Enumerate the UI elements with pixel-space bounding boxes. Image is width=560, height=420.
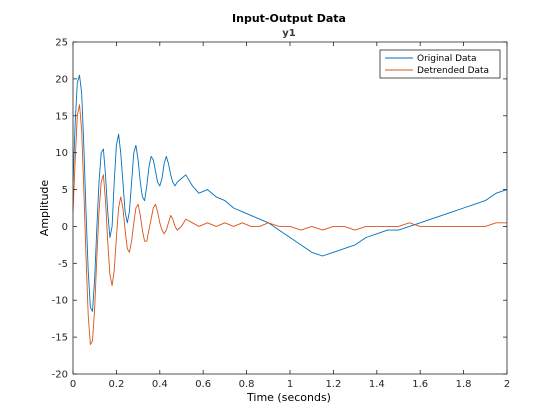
ticks-layer: 0 0.2 0.4 0.6 0.8 1 1.2 1.4 1.6 1.8 2 -20 -15 -10 -5 0 5… bbox=[52, 38, 511, 391]
y-tick-label: -15 bbox=[52, 333, 68, 344]
y-tick-label: 20 bbox=[55, 74, 68, 85]
x-axis-label: Time (seconds) bbox=[246, 391, 331, 404]
legend-label-0: Original Data bbox=[417, 54, 477, 64]
y-axis-label: Amplitude bbox=[38, 180, 51, 237]
x-tick-label: 0.2 bbox=[108, 379, 124, 390]
y-tick-label: 0 bbox=[62, 222, 68, 233]
x-tick-label: 2 bbox=[504, 379, 510, 390]
x-tick-label: 1.6 bbox=[412, 379, 428, 390]
series-line-1 bbox=[72, 104, 507, 345]
x-tick-label: 0.4 bbox=[152, 379, 168, 390]
chart-title: Input-Output Data bbox=[232, 12, 346, 25]
x-tick-label: 0.8 bbox=[239, 379, 255, 390]
x-tick-label: 0 bbox=[70, 379, 76, 390]
series-line-0 bbox=[72, 74, 508, 312]
x-tick-label: 1 bbox=[287, 379, 293, 390]
x-tick-label: 0.6 bbox=[195, 379, 211, 390]
x-tick-label: 1.8 bbox=[456, 379, 472, 390]
chart-subtitle: y1 bbox=[282, 28, 296, 39]
legend: Original Data Detrended Data bbox=[379, 49, 501, 79]
y-tick-label: -5 bbox=[58, 259, 68, 270]
y-tick-label: -10 bbox=[52, 296, 68, 307]
legend-label-1: Detrended Data bbox=[417, 66, 489, 76]
x-tick-label: 1.4 bbox=[369, 379, 385, 390]
plot-area bbox=[73, 42, 507, 374]
y-tick-label: -20 bbox=[52, 370, 68, 381]
y-tick-label: 15 bbox=[55, 111, 68, 122]
y-tick-label: 25 bbox=[55, 38, 68, 49]
series-layer bbox=[72, 74, 508, 345]
y-tick-label: 10 bbox=[55, 148, 68, 159]
y-tick-label: 5 bbox=[62, 185, 68, 196]
legend-box bbox=[379, 49, 501, 79]
x-tick-label: 1.2 bbox=[325, 379, 341, 390]
